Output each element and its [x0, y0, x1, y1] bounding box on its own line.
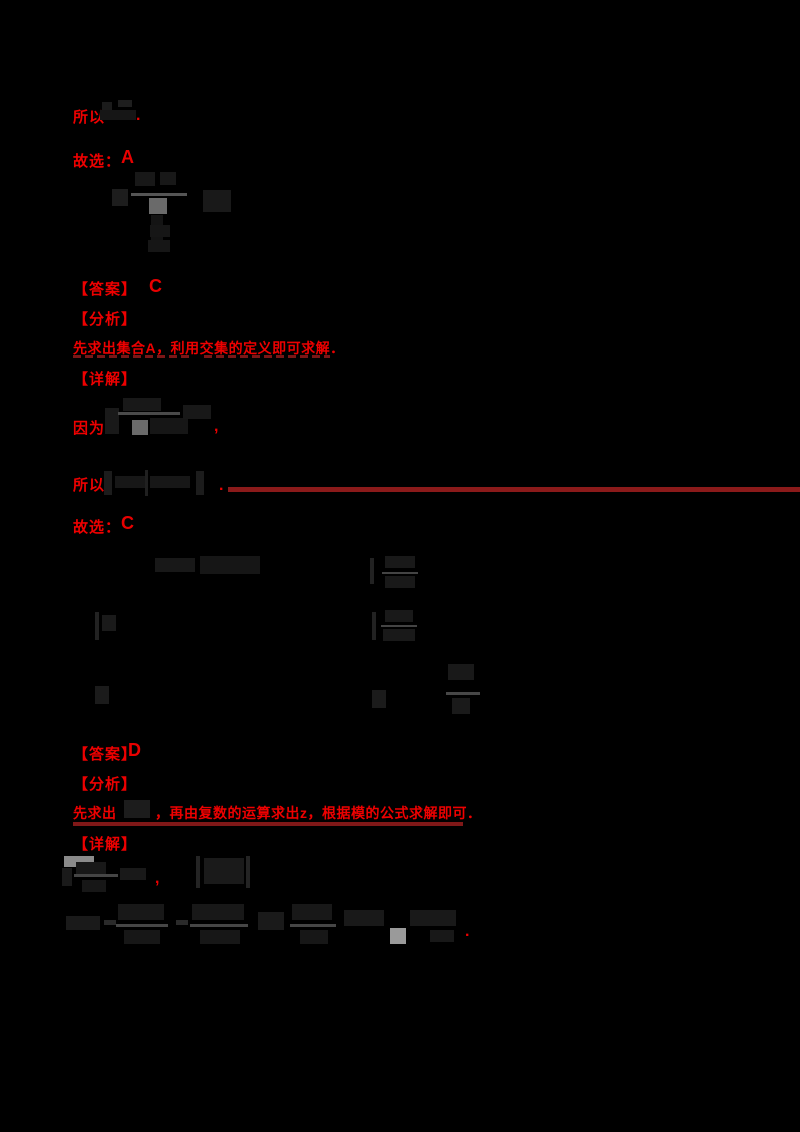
formula-trace — [446, 692, 480, 695]
solution1-conclusion-label: 故选： — [73, 153, 122, 170]
formula-trace — [452, 698, 470, 714]
solution2-conclusion-answer: C — [121, 513, 134, 533]
solution2-so: 所以 — [73, 477, 106, 494]
formula-trace — [112, 189, 128, 206]
formula-trace — [105, 408, 119, 434]
formula-trace — [102, 102, 112, 110]
wavy-underline — [204, 355, 330, 358]
formula-trace — [372, 690, 386, 708]
formula-trace — [292, 904, 332, 920]
formula-trace — [102, 615, 116, 631]
solution2-analysis-text: 先求出集合A，利用交集的定义即可求解． — [73, 340, 345, 356]
formula-trace — [115, 476, 145, 488]
formula-trace — [74, 874, 118, 877]
formula-trace — [150, 225, 170, 237]
formula-trace — [196, 471, 204, 495]
solution3-answer-label: 【答案】 — [73, 746, 138, 763]
formula-trace — [116, 924, 168, 927]
solution1-tail-period: . — [136, 107, 141, 124]
formula-trace — [148, 240, 170, 252]
formula-trace — [150, 476, 190, 488]
solution3-detail-period: . — [465, 923, 470, 940]
formula-trace — [155, 558, 195, 572]
formula-trace — [204, 858, 244, 884]
formula-trace — [64, 856, 94, 867]
formula-trace — [385, 576, 415, 588]
solution2-because-comma: , — [214, 418, 219, 435]
solution3-detail-label: 【详解】 — [73, 836, 138, 853]
solution2-detail-label: 【详解】 — [73, 371, 138, 388]
formula-trace — [95, 686, 109, 704]
formula-trace — [200, 556, 260, 574]
solution3-analysis-suffix: ，再由复数的运算求出z，根据模的公式求解即可． — [155, 805, 482, 821]
formula-trace — [118, 100, 132, 107]
formula-trace — [100, 110, 136, 120]
formula-trace — [300, 930, 328, 944]
formula-trace — [385, 556, 415, 568]
formula-trace — [104, 920, 116, 925]
formula-trace — [410, 910, 456, 926]
formula-trace — [150, 418, 188, 434]
formula-trace — [258, 912, 284, 930]
formula-trace — [390, 928, 406, 944]
solution2-analysis-label: 【分析】 — [73, 311, 138, 328]
solution3-analysis-label: 【分析】 — [73, 776, 138, 793]
formula-trace — [66, 916, 100, 930]
formula-trace — [183, 405, 211, 419]
formula-trace — [200, 930, 240, 944]
solution2-answer: C — [149, 276, 162, 296]
formula-trace — [124, 930, 160, 944]
solution3-answer: D — [128, 740, 141, 760]
wavy-underline — [73, 822, 463, 826]
solution3-detail-comma: , — [155, 870, 160, 887]
solution1-tail-prefix: 所以 — [73, 109, 106, 126]
solution1-answer: A — [121, 147, 134, 167]
formula-trace — [76, 862, 106, 874]
formula-trace — [190, 924, 248, 927]
formula-trace — [132, 420, 148, 435]
formula-trace — [176, 920, 188, 925]
formula-trace — [120, 868, 146, 880]
formula-trace — [192, 904, 244, 920]
formula-trace — [82, 880, 106, 892]
solution3-analysis-prefix: 先求出 — [73, 805, 117, 821]
solution2-so-period: . — [219, 477, 224, 494]
formula-trace — [160, 172, 176, 185]
formula-trace — [118, 904, 164, 920]
formula-trace — [118, 412, 180, 415]
formula-trace — [382, 572, 418, 574]
formula-trace — [95, 612, 99, 640]
formula-trace — [131, 193, 187, 196]
formula-trace — [385, 610, 413, 622]
wavy-underline — [73, 355, 193, 358]
formula-trace — [62, 868, 72, 886]
solution2-because: 因为 — [73, 420, 106, 437]
formula-trace — [149, 198, 167, 214]
formula-trace — [104, 471, 112, 495]
formula-trace — [290, 924, 336, 927]
formula-trace — [123, 398, 161, 411]
formula-trace — [344, 910, 384, 926]
formula-trace — [196, 856, 200, 888]
maroon-horizontal-rule — [228, 487, 800, 492]
solution2-conclusion-label: 故选： — [73, 519, 122, 536]
solution2-answer-label: 【答案】 — [73, 281, 138, 298]
formula-trace — [203, 190, 231, 212]
formula-trace — [246, 856, 250, 888]
formula-trace — [430, 930, 454, 942]
formula-trace — [381, 625, 417, 627]
formula-trace — [135, 172, 155, 186]
formula-trace — [372, 612, 376, 640]
formula-trace — [370, 558, 374, 584]
formula-trace — [383, 629, 415, 641]
formula-trace — [124, 800, 150, 818]
formula-trace — [145, 470, 148, 496]
formula-trace — [448, 664, 474, 680]
